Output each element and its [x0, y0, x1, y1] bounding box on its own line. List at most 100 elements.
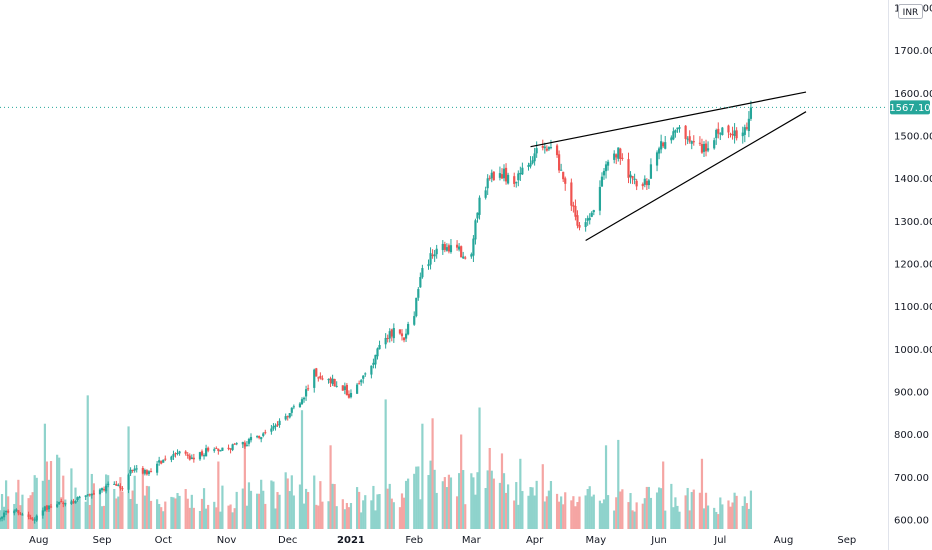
candle-body: [378, 345, 381, 350]
candle: [741, 126, 744, 144]
candle: [649, 158, 653, 179]
candle: [215, 446, 218, 449]
candle-body: [300, 399, 304, 405]
candle-body: [27, 514, 30, 518]
price-axis[interactable]: 600.00 700.00 800.00 900.00 1000.00 1100.00 12…: [894, 4, 932, 527]
candle: [227, 444, 230, 451]
candle-body: [33, 519, 36, 521]
candle: [517, 170, 520, 187]
candle-body: [78, 496, 81, 498]
volume-bar: [319, 481, 322, 529]
volume-bar: [555, 493, 559, 529]
price-tick-label: 1600.00: [894, 89, 932, 100]
candle: [584, 218, 587, 232]
candle-body: [500, 174, 504, 179]
candle-body: [319, 375, 322, 379]
volume-bar: [184, 489, 187, 529]
currency-button-box[interactable]: [898, 4, 923, 19]
candle-body: [43, 506, 46, 511]
candle: [398, 329, 402, 335]
candle: [560, 163, 563, 171]
volume-bar: [404, 480, 408, 529]
currency-button[interactable]: INR: [898, 4, 923, 19]
candle: [33, 517, 36, 524]
candle: [604, 161, 608, 179]
currency-label[interactable]: INR: [903, 8, 919, 18]
candle-body: [541, 146, 544, 148]
candle-body: [498, 173, 502, 178]
candle: [488, 175, 491, 181]
volume-bar: [178, 495, 181, 529]
candle: [131, 469, 134, 473]
volume-bar: [43, 423, 46, 529]
candle: [484, 186, 487, 200]
candle: [588, 213, 591, 225]
candle: [692, 135, 695, 146]
candle: [688, 130, 691, 144]
candle-body: [743, 127, 746, 135]
candle: [229, 448, 232, 454]
volume-bar: [107, 475, 110, 529]
candle: [657, 146, 661, 160]
volume-bar: [521, 491, 524, 529]
candle: [706, 141, 710, 153]
time-axis[interactable]: Aug Sep Oct Nov Dec 2021 Feb Mar Apr May Jun Jul Aug…: [29, 535, 856, 546]
candle-body: [670, 137, 673, 141]
volume-bar: [745, 503, 748, 529]
volume-bar: [31, 492, 34, 529]
candle-body: [133, 468, 136, 471]
volume-bar: [5, 480, 8, 529]
candle-body: [243, 442, 246, 447]
candle-body: [431, 254, 434, 256]
candle: [615, 153, 618, 165]
candle-body: [172, 454, 175, 457]
volume-bar: [721, 504, 724, 529]
candle: [358, 380, 361, 385]
candle-body: [447, 245, 451, 252]
volume-bar: [733, 492, 736, 529]
volume-bar: [186, 498, 189, 529]
candle: [76, 496, 79, 502]
price-tick-label: 600.00: [894, 516, 929, 527]
candle: [198, 451, 202, 461]
candle-body: [386, 337, 389, 340]
candle: [619, 147, 622, 165]
candle-body: [31, 518, 34, 520]
volume-bar: [402, 497, 406, 529]
candle: [92, 490, 95, 495]
candle-body: [686, 138, 689, 140]
time-tick-label: Feb: [405, 535, 423, 546]
candle-body: [260, 437, 263, 440]
volume-bar: [41, 480, 44, 529]
candle-body: [684, 125, 687, 139]
candle: [431, 249, 434, 259]
candle: [519, 166, 522, 181]
candle-body: [535, 148, 538, 154]
candle: [621, 153, 624, 161]
volume-bar: [298, 484, 302, 529]
candle-body: [49, 506, 53, 508]
time-tick-label: 2021: [337, 535, 365, 546]
volume-bar: [290, 475, 293, 529]
candle-body: [700, 144, 704, 153]
volume-bar: [631, 510, 634, 529]
candle-body: [200, 451, 204, 456]
volume-bar: [500, 453, 504, 529]
trendline-upper-resistance[interactable]: [530, 91, 807, 148]
candle-body: [613, 153, 616, 160]
candle-body: [517, 173, 520, 181]
candle-body: [41, 510, 44, 516]
volume-bar: [33, 475, 36, 529]
volume-bar: [400, 493, 404, 529]
volume-bar: [213, 501, 216, 529]
candle: [643, 175, 646, 188]
candle-body: [135, 468, 138, 470]
candle-body: [5, 510, 8, 513]
candle-body: [513, 176, 516, 184]
volume-bar: [92, 483, 95, 529]
trendline-lower-support[interactable]: [585, 111, 807, 242]
volume-bar: [421, 423, 424, 529]
volume-bar: [392, 502, 395, 529]
candle: [86, 494, 89, 497]
